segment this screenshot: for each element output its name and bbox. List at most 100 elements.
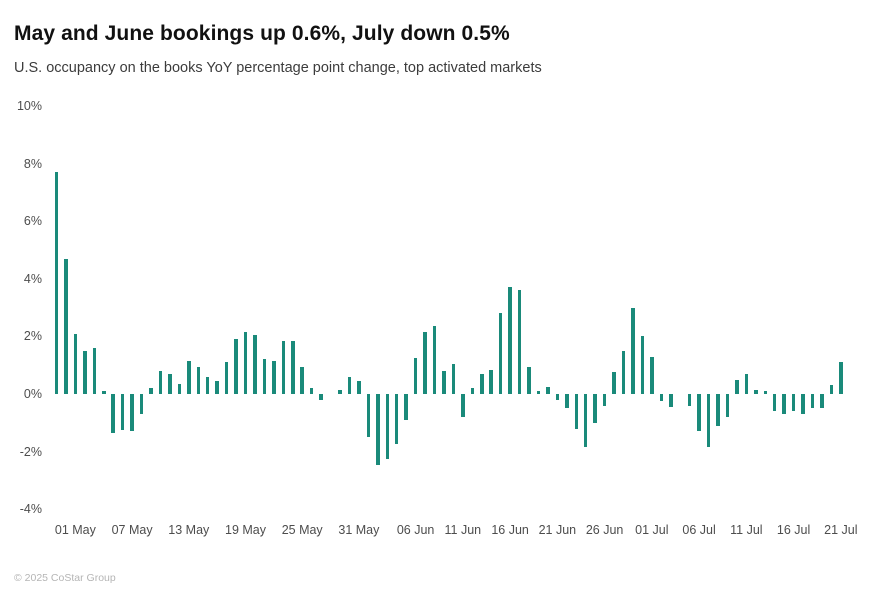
bar-25-may <box>300 366 304 394</box>
y-axis-tick: 8% <box>23 156 42 171</box>
y-axis-tick: 2% <box>23 329 42 344</box>
bar-17-jul <box>801 394 805 415</box>
bar-08-jun <box>432 326 437 394</box>
bar-13-jun <box>480 373 484 394</box>
bar-19-jun <box>536 391 541 394</box>
bar-31-may <box>357 381 361 394</box>
bar-19-may <box>243 332 248 394</box>
bar-20-jun <box>546 386 550 394</box>
bar-02-jul <box>659 394 664 402</box>
bar-11-jul <box>744 373 749 394</box>
bar-30-may <box>347 376 352 394</box>
bar-12-jun <box>470 388 475 394</box>
bar-18-may <box>234 339 238 394</box>
x-axis-tick: 13 May <box>168 523 210 537</box>
bar-14-may <box>196 366 200 394</box>
x-axis-tick: 06 Jun <box>396 523 435 537</box>
bar-17-jun <box>517 290 522 394</box>
bar-21-jul <box>839 362 843 394</box>
bar-29-jun <box>631 307 635 394</box>
bar-16-jun <box>508 287 512 394</box>
bar-17-may <box>224 362 229 394</box>
x-axis-tick: 06 Jul <box>682 523 716 537</box>
bar-18-jun <box>527 366 531 394</box>
bar-29-may <box>338 389 342 394</box>
x-axis-tick: 01 Jul <box>635 523 669 537</box>
bar-09-jun <box>442 370 446 394</box>
bar-24-jun <box>583 394 588 448</box>
bar-21-may <box>262 359 267 394</box>
bar-18-jul <box>810 394 815 409</box>
bar-09-jul <box>725 394 730 418</box>
bar-03-jul <box>669 394 673 407</box>
bar-07-jun <box>423 332 427 394</box>
x-axis-tick: 16 Jun <box>491 523 529 537</box>
bar-06-may <box>120 394 125 430</box>
y-axis-tick: -2% <box>19 444 42 459</box>
x-axis-tick: 16 Jul <box>776 523 811 537</box>
bar-14-jul <box>772 394 777 412</box>
bar-12-may <box>177 383 182 394</box>
x-axis-tick: 26 Jun <box>585 523 624 537</box>
bar-26-may <box>309 388 314 394</box>
bar-10-jul <box>735 379 739 394</box>
bar-05-may <box>111 394 115 433</box>
bar-19-jul <box>820 394 824 409</box>
x-axis-tick: 21 Jun <box>538 523 577 537</box>
copyright-notice: © 2025 CoStar Group <box>14 572 116 584</box>
bar-04-jun <box>394 394 399 445</box>
bar-10-may <box>158 370 163 394</box>
x-axis-tick: 19 May <box>225 523 266 537</box>
bar-08-jul <box>716 394 720 426</box>
bar-29-apr <box>54 172 59 394</box>
bar-04-may <box>102 391 106 394</box>
bar-28-jun <box>621 350 626 394</box>
bar-09-may <box>149 388 153 394</box>
x-axis-tick: 07 May <box>111 523 153 537</box>
chart-subtitle: U.S. occupancy on the books YoY percenta… <box>14 59 542 76</box>
bar-22-may <box>272 360 276 394</box>
bar-07-may <box>130 394 134 432</box>
bar-01-may <box>73 333 78 394</box>
bar-01-jun <box>366 394 371 438</box>
x-axis-tick: 31 May <box>338 523 380 537</box>
bar-08-may <box>139 394 144 415</box>
bar-23-jun <box>574 394 578 429</box>
bar-30-apr <box>64 258 68 394</box>
bar-24-may <box>291 340 295 394</box>
bar-27-may <box>319 394 323 400</box>
bar-13-may <box>187 360 191 394</box>
x-axis-tick: 11 Jul <box>730 523 763 537</box>
bar-06-jun <box>413 358 418 394</box>
bar-20-jul <box>829 385 834 394</box>
bar-15-jun <box>498 313 503 394</box>
bar-10-jun <box>451 363 456 394</box>
bar-02-may <box>83 350 87 394</box>
bar-12-jul <box>754 389 758 394</box>
y-axis-tick: 0% <box>23 387 42 401</box>
bar-20-may <box>253 334 257 394</box>
bar-14-jun <box>489 369 493 394</box>
chart-title: May and June bookings up 0.6%, July down… <box>14 22 510 46</box>
x-axis-tick: 21 Jul <box>824 523 858 537</box>
x-axis-tick: 11 Jun <box>444 523 482 537</box>
bar-30-jun <box>640 336 645 394</box>
x-axis-tick: 01 May <box>54 523 96 537</box>
bar-03-jun <box>385 394 389 459</box>
x-axis-tick: 25 May <box>281 523 323 537</box>
y-axis-tick: 10% <box>16 99 42 113</box>
bar-26-jun <box>602 394 607 406</box>
bar-22-jun <box>565 394 569 409</box>
bar-16-jul <box>791 394 796 412</box>
bar-13-jul <box>763 391 767 394</box>
bar-chart: 10% 8% 6% 4% 2% 0% -2% -4% 01 May 07 May 13 May 19 … <box>16 99 858 537</box>
bar-01-jul <box>650 356 654 394</box>
bar-02-jun <box>376 394 380 465</box>
y-axis-tick: 6% <box>23 214 42 229</box>
bar-07-jul <box>706 394 711 448</box>
bar-27-jun <box>612 372 616 394</box>
y-axis-tick: -4% <box>19 502 42 517</box>
bar-11-jun <box>461 394 465 418</box>
bar-03-may <box>92 347 97 394</box>
bar-21-jun <box>555 394 560 400</box>
